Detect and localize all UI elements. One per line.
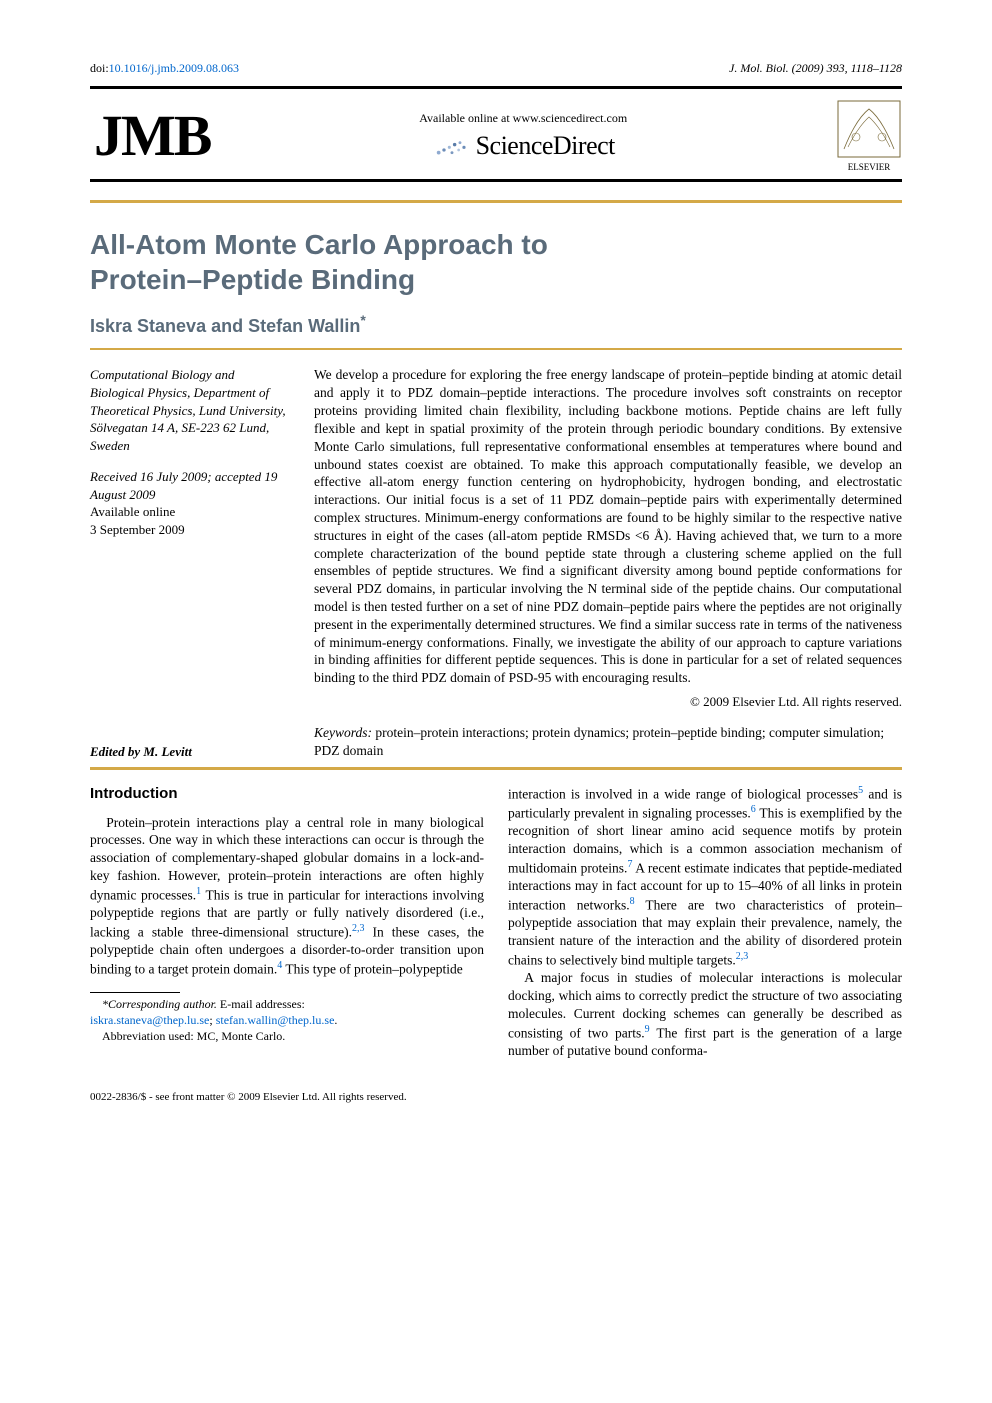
- email-2[interactable]: stefan.wallin@thep.lu.se: [216, 1013, 335, 1027]
- journal-header: JMB Available online at www.sciencedirec…: [90, 86, 902, 182]
- corr-text: E-mail addresses:: [217, 997, 305, 1011]
- available-online-label: Available online: [90, 503, 290, 521]
- keywords-row: Edited by M. Levitt Keywords: protein–pr…: [90, 724, 902, 760]
- title-line-1: All-Atom Monte Carlo Approach to: [90, 229, 548, 260]
- gold-rule-authors: [90, 348, 902, 350]
- abstract-column: We develop a procedure for exploring the…: [314, 366, 902, 710]
- jmb-logo: JMB: [90, 107, 210, 165]
- email-1[interactable]: iskra.staneva@thep.lu.se: [90, 1013, 209, 1027]
- authors: Iskra Staneva and Stefan Wallin*: [90, 311, 902, 338]
- keywords-text: protein–protein interactions; protein dy…: [314, 725, 884, 758]
- intro-para-2: interaction is involved in a wide range …: [508, 784, 902, 970]
- top-meta-bar: doi:10.1016/j.jmb.2009.08.063 J. Mol. Bi…: [90, 60, 902, 76]
- authors-text: Iskra Staneva and Stefan Wallin: [90, 316, 360, 336]
- svg-text:ELSEVIER: ELSEVIER: [848, 162, 891, 172]
- copyright: © 2009 Elsevier Ltd. All rights reserved…: [314, 693, 902, 710]
- meta-column: Computational Biology and Biological Phy…: [90, 366, 290, 710]
- doi-prefix: doi:: [90, 61, 109, 75]
- footnote-rule: [90, 992, 180, 993]
- online-date: 3 September 2009: [90, 521, 290, 539]
- header-center: Available online at www.sciencedirect.co…: [210, 110, 836, 163]
- title-line-2: Protein–Peptide Binding: [90, 264, 415, 295]
- doi-container: doi:10.1016/j.jmb.2009.08.063: [90, 60, 239, 76]
- journal-citation: J. Mol. Biol. (2009) 393, 1118–1128: [729, 60, 902, 76]
- meta-abstract-row: Computational Biology and Biological Phy…: [90, 366, 902, 710]
- received-accepted: Received 16 July 2009; accepted 19 Augus…: [90, 468, 290, 503]
- corr-label: *Corresponding author.: [102, 997, 217, 1011]
- ref-2-3a[interactable]: 2,3: [352, 923, 365, 934]
- sciencedirect-text[interactable]: ScienceDirect: [476, 131, 615, 160]
- introduction-heading: Introduction: [90, 784, 484, 804]
- keywords-block: Keywords: protein–protein interactions; …: [314, 724, 902, 760]
- footnotes: *Corresponding author. E-mail addresses:…: [90, 997, 484, 1044]
- ref-2-3b[interactable]: 2,3: [736, 951, 749, 962]
- body-columns: Introduction Protein–protein interaction…: [90, 784, 902, 1060]
- edited-by: Edited by M. Levitt: [90, 724, 290, 760]
- article-title: All-Atom Monte Carlo Approach to Protein…: [90, 227, 902, 297]
- doi-link[interactable]: 10.1016/j.jmb.2009.08.063: [109, 61, 239, 75]
- sciencedirect-line: ScienceDirect: [210, 128, 836, 163]
- elsevier-logo: ELSEVIER: [836, 99, 902, 173]
- abstract-text: We develop a procedure for exploring the…: [314, 367, 902, 685]
- bottom-copyright-line: 0022-2836/$ - see front matter © 2009 El…: [90, 1090, 902, 1105]
- emails-line: iskra.staneva@thep.lu.se; stefan.wallin@…: [90, 1013, 484, 1029]
- available-online-text: Available online at www.sciencedirect.co…: [210, 110, 836, 126]
- intro-para-3: A major focus in studies of molecular in…: [508, 969, 902, 1060]
- dates-block: Received 16 July 2009; accepted 19 Augus…: [90, 468, 290, 538]
- affiliation: Computational Biology and Biological Phy…: [90, 366, 290, 454]
- abbreviation-line: Abbreviation used: MC, Monte Carlo.: [90, 1029, 484, 1045]
- intro-para-1: Protein–protein interactions play a cent…: [90, 814, 484, 979]
- gold-rule-bottom: [90, 767, 902, 770]
- keywords-label: Keywords:: [314, 725, 372, 740]
- corresponding-asterisk: *: [360, 312, 365, 328]
- corresponding-author-line: *Corresponding author. E-mail addresses:: [90, 997, 484, 1013]
- sciencedirect-dots-icon: [432, 138, 472, 157]
- gold-rule-top: [90, 200, 902, 203]
